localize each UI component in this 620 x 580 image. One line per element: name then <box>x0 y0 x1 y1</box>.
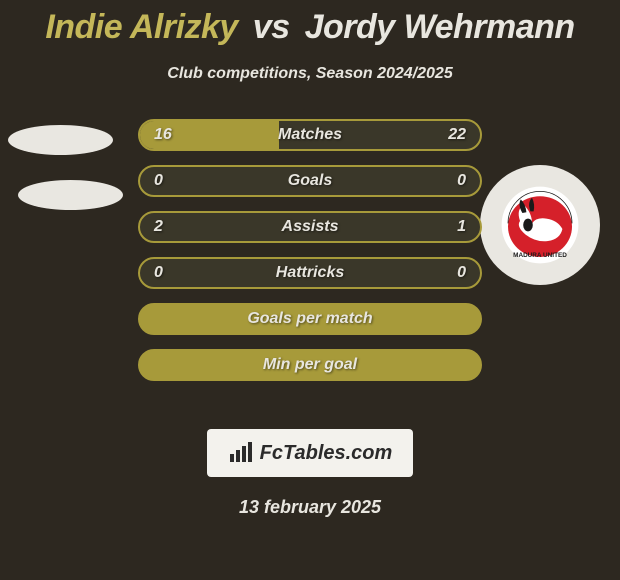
stat-bar-assists: 2 Assists 1 <box>138 211 482 243</box>
stat-bar-goals-per-match: Goals per match <box>138 303 482 335</box>
stat-label: Hattricks <box>276 264 344 282</box>
stat-label: Goals per match <box>247 310 372 328</box>
stat-value-right: 1 <box>457 218 466 236</box>
stat-bar-min-per-goal: Min per goal <box>138 349 482 381</box>
player-a-avatar-bottom <box>18 180 123 210</box>
stat-bar-goals: 0 Goals 0 <box>138 165 482 197</box>
brand-badge: FcTables.com <box>207 429 413 477</box>
stat-label: Min per goal <box>263 356 357 374</box>
svg-text:MADURA UNITED: MADURA UNITED <box>513 252 567 259</box>
stat-bar-hattricks: 0 Hattricks 0 <box>138 257 482 289</box>
chart-icon <box>228 442 254 464</box>
player-b-name: Jordy Wehrmann <box>305 8 575 46</box>
comparison-area: MADURA UNITED 16 Matches 22 0 Goals 0 2 … <box>0 125 620 425</box>
stat-value-right: 0 <box>457 264 466 282</box>
player-a-avatar-top <box>8 125 113 155</box>
page-title: Indie Alrizky vs Jordy Wehrmann <box>0 0 620 47</box>
stat-value-left: 2 <box>154 218 163 236</box>
stat-label: Goals <box>288 172 332 190</box>
stat-label: Matches <box>278 126 342 144</box>
stat-value-right: 22 <box>448 126 466 144</box>
club-badge-icon: MADURA UNITED <box>500 185 580 265</box>
player-a-name: Indie Alrizky <box>45 8 238 46</box>
vs-text: vs <box>253 8 290 46</box>
subtitle: Club competitions, Season 2024/2025 <box>0 65 620 83</box>
stat-value-left: 16 <box>154 126 172 144</box>
player-b-avatar: MADURA UNITED <box>480 165 600 285</box>
stat-value-right: 0 <box>457 172 466 190</box>
footer-date: 13 february 2025 <box>0 497 620 518</box>
brand-name: FcTables.com <box>260 442 393 465</box>
stat-value-left: 0 <box>154 172 163 190</box>
stat-label: Assists <box>282 218 339 236</box>
stat-value-left: 0 <box>154 264 163 282</box>
stat-bar-matches: 16 Matches 22 <box>138 119 482 151</box>
stat-bars: 16 Matches 22 0 Goals 0 2 Assists 1 0 Ha… <box>138 119 482 395</box>
